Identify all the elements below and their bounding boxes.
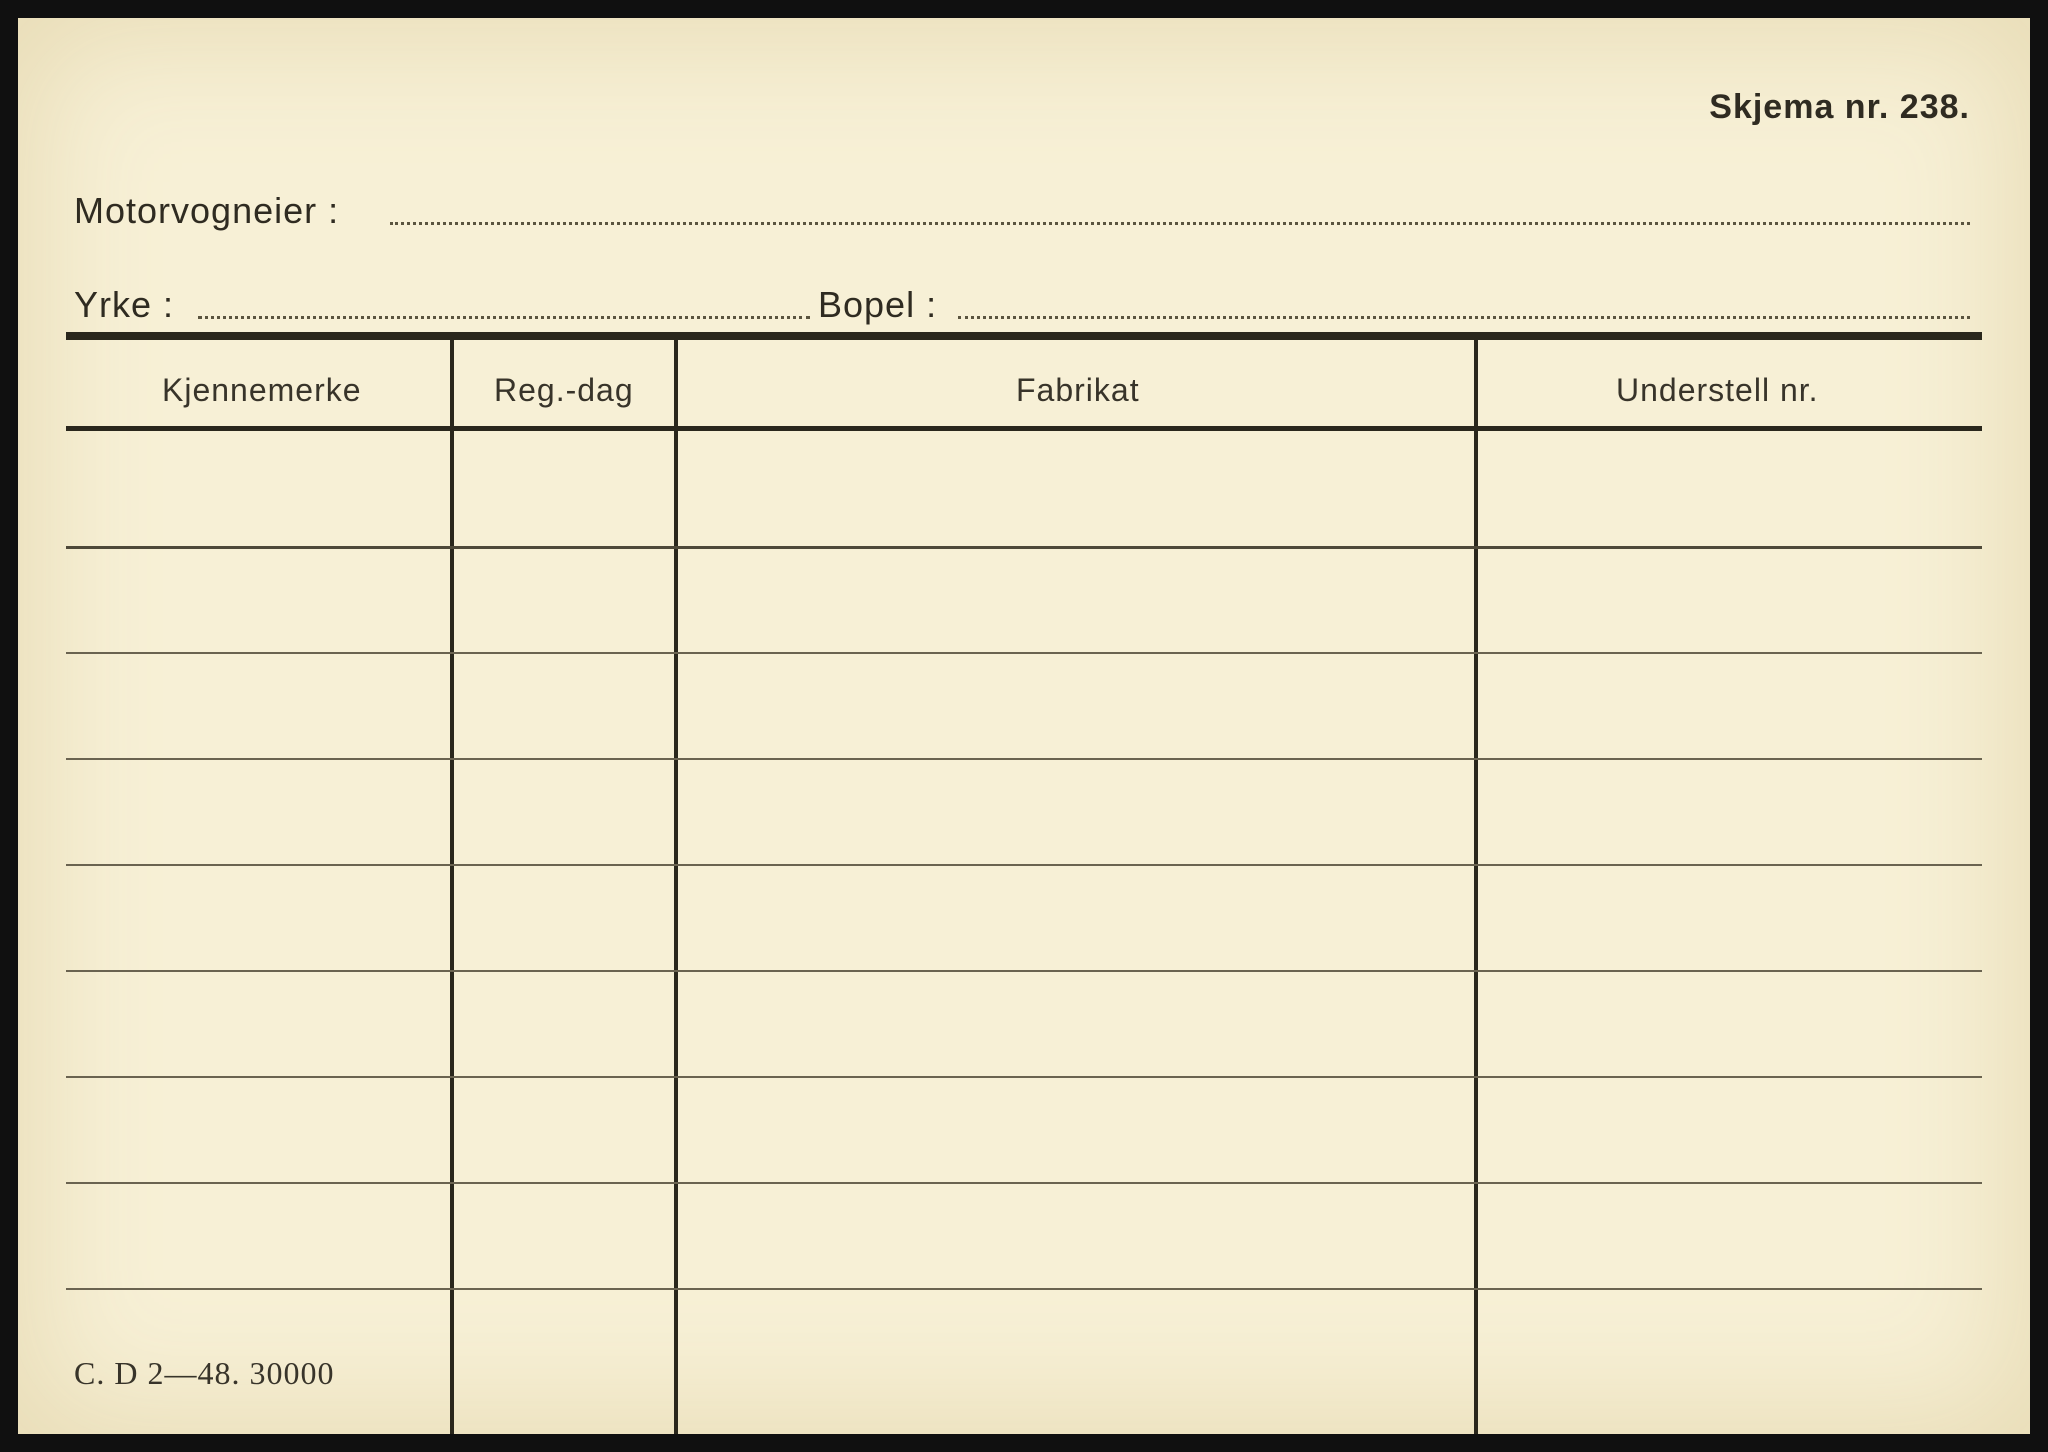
- form-number-label: Skjema nr. 238.: [1709, 88, 1970, 127]
- occupation-field-label: Yrke :: [74, 284, 174, 326]
- owner-field-line: [390, 222, 1970, 225]
- table-vrule-3: [1474, 336, 1478, 1434]
- occupation-field-line: [198, 316, 810, 319]
- table-top-rule: [66, 332, 1982, 340]
- table-vrule-2: [674, 336, 678, 1434]
- col-header-kjennemerke: Kjennemerke: [162, 372, 362, 409]
- table-header-rule: [66, 426, 1982, 431]
- col-header-fabrikat: Fabrikat: [1016, 372, 1140, 409]
- owner-field-label: Motorvogneier :: [74, 190, 339, 232]
- form-card: Skjema nr. 238. Motorvogneier : Yrke : B…: [18, 18, 2030, 1434]
- table-row-rule-1: [66, 546, 1982, 549]
- col-header-regdag: Reg.-dag: [494, 372, 634, 409]
- print-code: C. D 2—48. 30000: [74, 1355, 334, 1392]
- residence-field-label: Bopel :: [818, 284, 937, 326]
- vehicle-table: Kjennemerke Reg.-dag Fabrikat Understell…: [66, 332, 1982, 1434]
- table-row-rule-7: [66, 1182, 1982, 1184]
- residence-field-line: [958, 316, 1970, 319]
- table-row-rule-3: [66, 758, 1982, 760]
- col-header-understell: Understell nr.: [1616, 372, 1819, 409]
- table-row-rule-8: [66, 1288, 1982, 1290]
- table-row-rule-4: [66, 864, 1982, 866]
- table-row-rule-6: [66, 1076, 1982, 1078]
- table-vrule-1: [450, 336, 454, 1434]
- table-row-rule-5: [66, 970, 1982, 972]
- table-row-rule-2: [66, 652, 1982, 654]
